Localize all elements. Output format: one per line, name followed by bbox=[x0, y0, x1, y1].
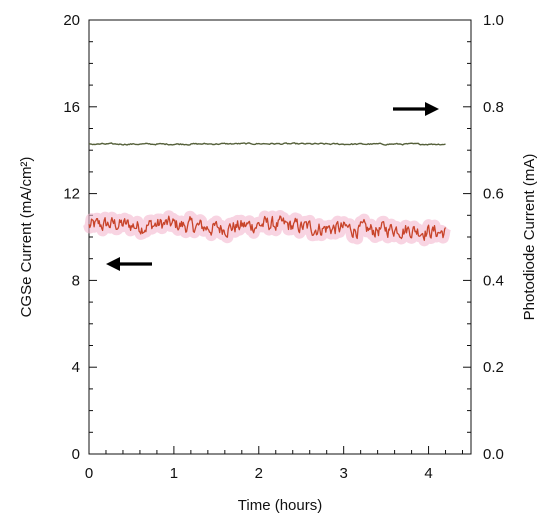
left-axis-arrow bbox=[106, 257, 152, 271]
y-left-tick-label: 20 bbox=[63, 12, 80, 29]
y-right-tick-label: 0.6 bbox=[483, 186, 504, 203]
cgse-current-line bbox=[88, 215, 447, 241]
y-left-tick-label: 8 bbox=[72, 272, 80, 289]
annotation-arrows bbox=[106, 102, 439, 271]
y-left-tick-label: 0 bbox=[72, 446, 80, 463]
y-right-tick-label: 1.0 bbox=[483, 12, 504, 29]
x-tick-label: 0 bbox=[85, 465, 93, 482]
x-axis-title: Time (hours) bbox=[238, 497, 322, 514]
y-right-tick-label: 0.4 bbox=[483, 272, 504, 289]
series-layer bbox=[83, 142, 451, 247]
y-left-tick-label: 12 bbox=[63, 186, 80, 203]
x-tick-label: 3 bbox=[339, 465, 347, 482]
x-tick-label: 1 bbox=[170, 465, 178, 482]
y-right-tick-label: 0.8 bbox=[483, 99, 504, 116]
photodiode-current-line bbox=[88, 142, 446, 146]
right-axis-arrow bbox=[393, 102, 439, 116]
y-right-tick-label: 0.2 bbox=[483, 359, 504, 376]
y-left-tick-label: 4 bbox=[72, 359, 80, 376]
y-left-tick-label: 16 bbox=[63, 99, 80, 116]
x-tick-label: 2 bbox=[255, 465, 263, 482]
y-right-tick-label: 0.0 bbox=[483, 446, 504, 463]
y-axis-right-title: Photodiode Current (mA) bbox=[521, 154, 538, 321]
x-tick-label: 4 bbox=[424, 465, 432, 482]
y-axis-left-title: CGSe Current (mA/cm²) bbox=[18, 157, 35, 318]
